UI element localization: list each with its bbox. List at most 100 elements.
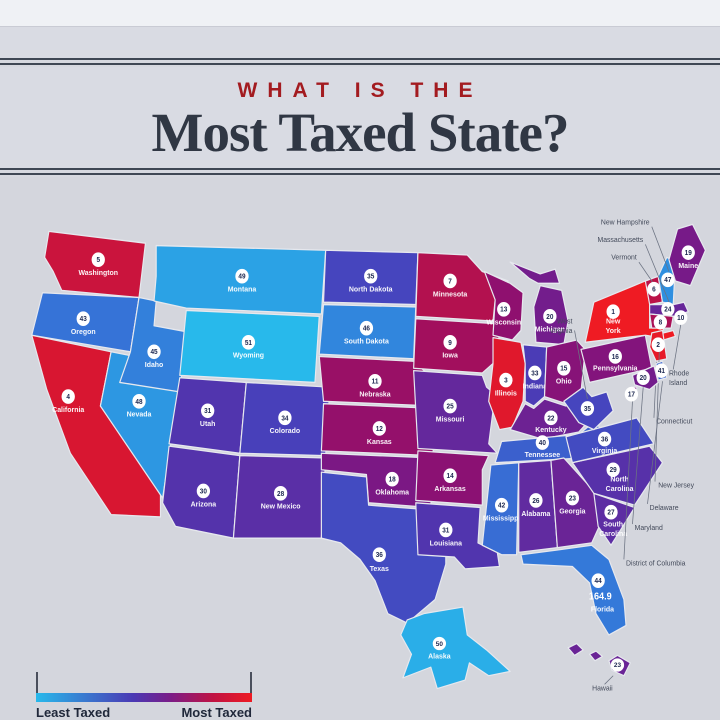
- state-name-maine: Maine: [678, 261, 698, 270]
- rank-badge-missouri: [443, 398, 457, 414]
- divider-bottom: [0, 168, 720, 177]
- rank-badge-north-carolina: [606, 462, 620, 478]
- state-label-district-of-columbia: District of Columbia: [626, 558, 685, 567]
- leader-line-rhode-island: [672, 324, 682, 370]
- rank-badge-louisiana: [439, 522, 453, 538]
- rank-number-south-dakota: 46: [363, 325, 370, 332]
- rank-number-nebraska: 11: [372, 379, 379, 386]
- rank-number-oklahoma: 18: [389, 476, 396, 483]
- state-name-ohio: Ohio: [556, 376, 572, 385]
- state-name-wisconsin: Wisconsin: [486, 317, 521, 326]
- rank-number-idaho: 45: [150, 349, 157, 356]
- rank-number-mississippi: 42: [498, 502, 505, 509]
- state-name-missouri: Missouri: [436, 414, 465, 423]
- state-name-north-carolina: Carolina: [606, 484, 635, 493]
- state-name-utah: Utah: [200, 419, 216, 428]
- legend-tick-right: [250, 672, 252, 693]
- state-name-oregon: Oregon: [71, 327, 96, 336]
- rank-number-alaska: 50: [436, 641, 444, 648]
- rank-badge-arizona: [196, 483, 211, 499]
- state-name-south-dakota: South Dakota: [344, 336, 390, 345]
- state-label-hawaii: Hawaii: [592, 686, 613, 693]
- rank-badge-idaho: [147, 344, 161, 360]
- rank-badge-tennessee: [535, 435, 550, 450]
- rank-number-arizona: 30: [200, 488, 207, 495]
- state-label-rhode-island: Rhode: [669, 368, 689, 377]
- rank-badge-vermont: [647, 281, 661, 297]
- rank-badge-indiana: [528, 365, 542, 381]
- rank-badge-illinois: [499, 372, 513, 388]
- rank-badge-virginia: [597, 431, 612, 447]
- rank-badge-maryland: [636, 370, 650, 386]
- rank-number-florida: 44: [595, 578, 602, 585]
- rank-badge-nevada: [132, 393, 146, 409]
- state-name-arkansas: Arkansas: [434, 484, 465, 493]
- rank-number-hawaii: 23: [614, 662, 622, 669]
- rank-badge-new-jersey: [651, 337, 665, 352]
- legend-least-label: Least Taxed: [36, 705, 111, 720]
- leader-line-new-hampshire: [651, 226, 670, 272]
- leader-line-massachusetts: [645, 244, 672, 308]
- state-name-arizona: Arizona: [191, 499, 217, 508]
- rank-number-texas: 36: [376, 552, 383, 559]
- state-south-carolina: [593, 492, 636, 546]
- legend-gradient-bar: [36, 693, 252, 702]
- state-name-montana: Montana: [228, 284, 257, 293]
- state-missouri: [413, 369, 498, 454]
- state-label-maryland: Maryland: [635, 523, 663, 532]
- state-alaska: [400, 606, 511, 690]
- rank-badge-district-of-columbia: [624, 386, 639, 402]
- rank-badge-new-mexico: [273, 486, 288, 501]
- rank-number-kansas: 12: [376, 426, 383, 433]
- rank-badge-hawaii: [610, 658, 625, 672]
- rank-number-connecticut: 8: [659, 320, 663, 327]
- rank-badge-kentucky: [544, 410, 558, 426]
- rank-badge-ohio: [557, 360, 571, 376]
- rank-number-vermont: 6: [652, 286, 656, 293]
- rank-badge-mississippi: [494, 497, 509, 513]
- state-name-nebraska: Nebraska: [359, 389, 391, 398]
- rank-number-new-jersey: 2: [656, 342, 660, 349]
- state-name-texas: Texas: [370, 564, 389, 573]
- state-name-new-mexico: New Mexico: [261, 501, 301, 510]
- state-name-minnesota: Minnesota: [433, 289, 468, 298]
- rank-number-oregon: 43: [80, 316, 87, 323]
- rank-badge-pennsylvania: [608, 349, 622, 364]
- rank-badge-wisconsin: [497, 301, 511, 317]
- rank-badge-new-hampshire: [661, 272, 675, 288]
- state-name-washington: Washington: [78, 268, 118, 277]
- rank-number-nevada: 48: [135, 399, 142, 406]
- state-name-south-carolina: South: [603, 519, 623, 528]
- rank-number-maryland: 20: [640, 375, 647, 382]
- rank-number-maine: 19: [685, 250, 692, 257]
- rank-number-colorado: 34: [281, 415, 288, 422]
- state-name-louisiana: Louisiana: [430, 538, 463, 547]
- rank-badge-washington: [91, 252, 105, 268]
- state-name-pennsylvania: Pennsylvania: [593, 363, 638, 372]
- rank-number-tennessee: 40: [539, 440, 546, 447]
- state-name-alabama: Alabama: [521, 508, 551, 517]
- rank-number-new-hampshire: 47: [664, 277, 671, 284]
- state-name-illinois: Illinois: [495, 388, 517, 397]
- rank-number-rhode-island: 10: [677, 315, 684, 322]
- rank-number-washington: 5: [96, 257, 100, 264]
- rank-badge-oregon: [76, 311, 90, 327]
- rank-number-north-carolina: 29: [610, 467, 617, 474]
- rank-badge-minnesota: [443, 273, 457, 289]
- rank-badge-michigan: [543, 309, 557, 324]
- state-name-oklahoma: Oklahoma: [375, 487, 410, 496]
- state-label-vermont: Vermont: [611, 252, 637, 261]
- rank-number-south-carolina: 27: [607, 509, 614, 516]
- rank-badge-nebraska: [368, 373, 382, 389]
- state-name-kansas: Kansas: [367, 436, 392, 445]
- us-map: 5 Washington 43 Oregon 4 California 48 Nevada 45…: [31, 217, 707, 693]
- rank-badge-oklahoma: [385, 471, 399, 487]
- state-name-california: California: [52, 405, 85, 414]
- state-name-new-york: York: [606, 326, 622, 335]
- rank-badge-wyoming: [241, 334, 256, 350]
- rank-badge-arkansas: [443, 468, 457, 483]
- state-label-new-hampshire: New Hampshire: [601, 217, 650, 226]
- state-name-north-carolina: North: [610, 474, 629, 483]
- rank-number-pennsylvania: 16: [612, 354, 619, 361]
